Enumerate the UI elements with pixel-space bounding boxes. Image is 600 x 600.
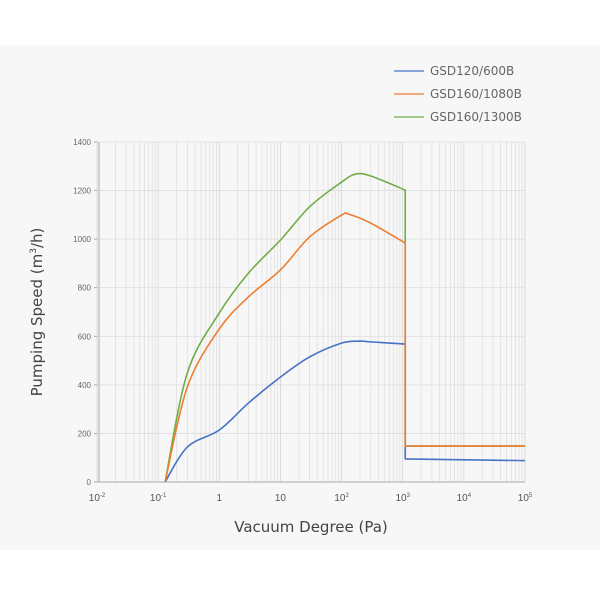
series-line-gsd120-600b [164,340,526,483]
y-axis-title: Pumping Speed (m3/h) [28,228,46,397]
x-tick-label: 10-1 [150,493,167,504]
y-tick-label: 800 [78,284,92,293]
series-line-gsd160-1080b [164,211,525,483]
x-tick-label: 103 [395,493,410,504]
x-tick-label: 102 [334,493,349,504]
x-tick-label: 10 [275,493,287,504]
x-tick-label: 105 [518,493,533,504]
x-axis-title: Vacuum Degree (Pa) [234,518,388,536]
legend-label: GSD120/600B [430,64,514,78]
y-tick-label: 600 [78,332,92,341]
chart-background [0,45,600,550]
legend-label: GSD160/1080B [430,87,522,101]
x-tick-label: 10-2 [89,493,106,504]
legend-label: GSD160/1300B [430,110,522,124]
y-tick-label: 0 [87,478,92,487]
y-tick-label: 1200 [73,187,91,196]
y-tick-label: 400 [78,381,92,390]
x-tick-label: 104 [457,493,472,504]
y-tick-label: 1000 [73,235,91,244]
x-tick-label: 1 [217,493,223,504]
y-tick-label: 1400 [73,138,91,147]
series-line-gsd160-1300b [164,172,525,483]
y-tick-label: 200 [78,429,92,438]
